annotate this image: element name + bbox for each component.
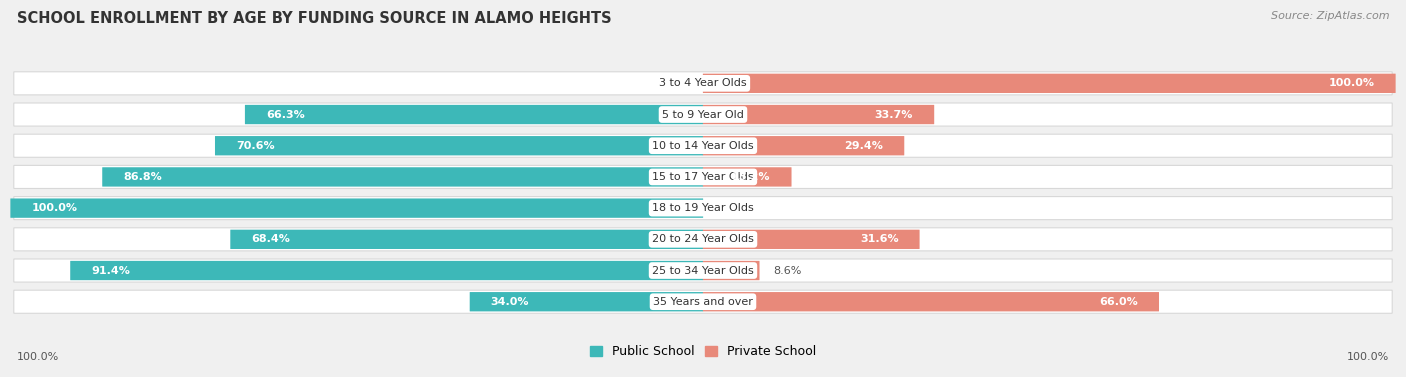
FancyBboxPatch shape [14,134,1392,157]
FancyBboxPatch shape [470,292,703,311]
Text: 68.4%: 68.4% [252,234,290,244]
Legend: Public School, Private School: Public School, Private School [585,340,821,363]
FancyBboxPatch shape [245,105,703,124]
FancyBboxPatch shape [103,167,703,187]
Text: 13.2%: 13.2% [733,172,770,182]
Text: 3 to 4 Year Olds: 3 to 4 Year Olds [659,78,747,88]
FancyBboxPatch shape [703,74,1396,93]
Text: 35 Years and over: 35 Years and over [652,297,754,307]
FancyBboxPatch shape [215,136,703,155]
Text: 100.0%: 100.0% [31,203,77,213]
Text: 70.6%: 70.6% [236,141,274,151]
Text: 5 to 9 Year Old: 5 to 9 Year Old [662,110,744,120]
Text: 29.4%: 29.4% [845,141,883,151]
FancyBboxPatch shape [14,166,1392,188]
Text: 18 to 19 Year Olds: 18 to 19 Year Olds [652,203,754,213]
FancyBboxPatch shape [14,228,1392,251]
Text: 33.7%: 33.7% [875,110,912,120]
Text: 91.4%: 91.4% [91,265,131,276]
FancyBboxPatch shape [703,105,934,124]
Text: 15 to 17 Year Olds: 15 to 17 Year Olds [652,172,754,182]
FancyBboxPatch shape [14,290,1392,313]
FancyBboxPatch shape [231,230,703,249]
Text: 100.0%: 100.0% [1347,352,1389,362]
FancyBboxPatch shape [14,72,1392,95]
Text: 8.6%: 8.6% [773,265,801,276]
FancyBboxPatch shape [703,230,920,249]
Text: 100.0%: 100.0% [1329,78,1375,88]
Text: 10 to 14 Year Olds: 10 to 14 Year Olds [652,141,754,151]
FancyBboxPatch shape [703,261,759,280]
Text: Source: ZipAtlas.com: Source: ZipAtlas.com [1271,11,1389,21]
FancyBboxPatch shape [10,198,703,218]
Text: 86.8%: 86.8% [124,172,162,182]
Text: 66.0%: 66.0% [1099,297,1137,307]
FancyBboxPatch shape [703,167,792,187]
FancyBboxPatch shape [70,261,703,280]
FancyBboxPatch shape [14,196,1392,220]
Text: 100.0%: 100.0% [17,352,59,362]
FancyBboxPatch shape [703,292,1159,311]
Text: 66.3%: 66.3% [266,110,305,120]
FancyBboxPatch shape [14,259,1392,282]
Text: 34.0%: 34.0% [491,297,529,307]
FancyBboxPatch shape [14,103,1392,126]
Text: 20 to 24 Year Olds: 20 to 24 Year Olds [652,234,754,244]
Text: SCHOOL ENROLLMENT BY AGE BY FUNDING SOURCE IN ALAMO HEIGHTS: SCHOOL ENROLLMENT BY AGE BY FUNDING SOUR… [17,11,612,26]
Text: 31.6%: 31.6% [860,234,898,244]
Text: 25 to 34 Year Olds: 25 to 34 Year Olds [652,265,754,276]
FancyBboxPatch shape [703,136,904,155]
